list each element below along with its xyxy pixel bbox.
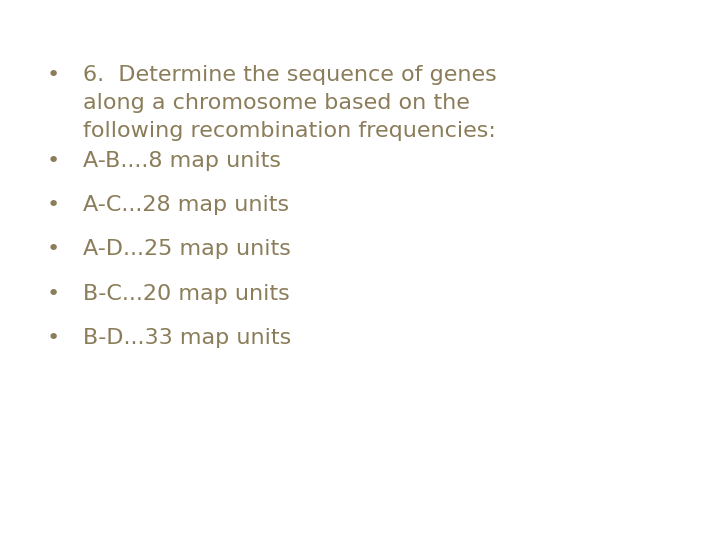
Text: •: • [47,65,60,85]
Text: A-D...25 map units: A-D...25 map units [83,239,291,259]
Text: along a chromosome based on the: along a chromosome based on the [83,93,469,113]
Text: following recombination frequencies:: following recombination frequencies: [83,121,495,141]
Text: B-D...33 map units: B-D...33 map units [83,328,291,348]
Text: •: • [47,151,60,171]
Text: 6.  Determine the sequence of genes: 6. Determine the sequence of genes [83,65,497,85]
Text: A-C...28 map units: A-C...28 map units [83,195,289,215]
Text: •: • [47,239,60,259]
Text: •: • [47,284,60,303]
Text: •: • [47,195,60,215]
Text: •: • [47,328,60,348]
Text: B-C...20 map units: B-C...20 map units [83,284,289,303]
Text: A-B....8 map units: A-B....8 map units [83,151,281,171]
